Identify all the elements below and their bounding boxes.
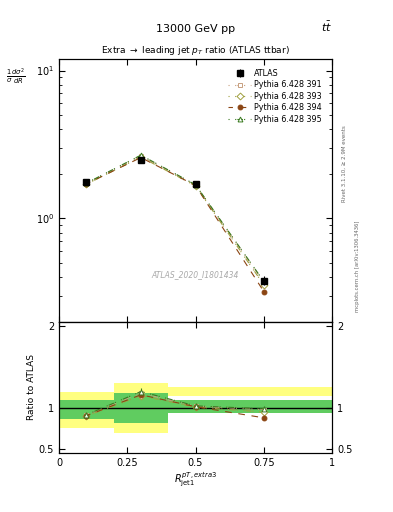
Text: 13000 GeV pp: 13000 GeV pp (156, 24, 235, 34)
Text: mcplots.cern.ch [arXiv:1306.3436]: mcplots.cern.ch [arXiv:1306.3436] (355, 221, 360, 312)
Text: $t\bar{t}$: $t\bar{t}$ (321, 19, 332, 34)
X-axis label: $R_{\rm jet1}^{pT,extra3}$: $R_{\rm jet1}^{pT,extra3}$ (174, 471, 217, 489)
Title: Extra $\rightarrow$ leading jet $p_{T}$ ratio (ATLAS ttbar): Extra $\rightarrow$ leading jet $p_{T}$ … (101, 45, 290, 57)
Legend: ATLAS, Pythia 6.428 391, Pythia 6.428 393, Pythia 6.428 394, Pythia 6.428 395: ATLAS, Pythia 6.428 391, Pythia 6.428 39… (225, 66, 325, 127)
Text: Rivet 3.1.10, ≥ 2.9M events: Rivet 3.1.10, ≥ 2.9M events (342, 125, 346, 202)
Y-axis label: Ratio to ATLAS: Ratio to ATLAS (27, 354, 36, 420)
Text: ATLAS_2020_I1801434: ATLAS_2020_I1801434 (152, 270, 239, 279)
Text: $\frac{1}{\sigma}\frac{d\sigma^{2}}{dR}$: $\frac{1}{\sigma}\frac{d\sigma^{2}}{dR}$ (6, 67, 26, 87)
